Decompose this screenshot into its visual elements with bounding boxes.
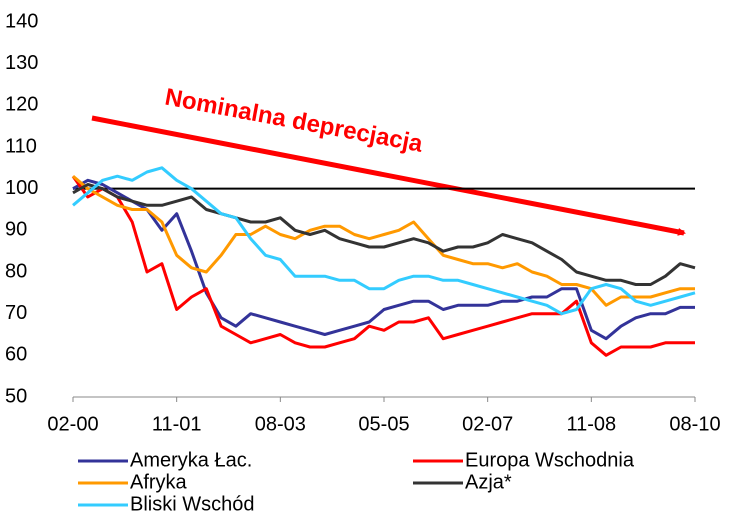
y-tick-label: 50 bbox=[5, 385, 27, 407]
y-tick-label: 110 bbox=[5, 135, 37, 157]
y-tick-label: 90 bbox=[5, 219, 27, 241]
series-line bbox=[72, 166, 696, 316]
legend-label: Azja* bbox=[465, 471, 512, 493]
y-tick-label: 120 bbox=[5, 94, 38, 116]
x-tick-label: 11-08 bbox=[566, 413, 616, 435]
series-line bbox=[71, 175, 695, 357]
y-tick-label: 130 bbox=[5, 52, 38, 74]
legend-label: Ameryka Łac. bbox=[130, 449, 252, 471]
x-tick-label: 08-10 bbox=[669, 413, 720, 435]
x-tick-label: 08-03 bbox=[255, 413, 306, 435]
x-tick-label: 05-05 bbox=[358, 413, 409, 435]
trend-arrow bbox=[91, 115, 686, 236]
legend-label: Europa Wschodnia bbox=[465, 449, 635, 471]
y-tick-label: 80 bbox=[5, 260, 27, 282]
legend-label: Afryka bbox=[130, 471, 188, 493]
y-tick-label: 140 bbox=[5, 10, 38, 32]
legend-label: Bliski Wschód bbox=[130, 493, 254, 515]
y-tick-label: 100 bbox=[5, 177, 38, 199]
x-tick-label: 02-07 bbox=[462, 413, 513, 435]
x-tick-label: 11-01 bbox=[152, 413, 202, 435]
series-line bbox=[72, 183, 696, 286]
x-tick-label: 02-00 bbox=[47, 413, 98, 435]
y-tick-label: 60 bbox=[5, 344, 27, 366]
annotation: Nominalna deprecjacja bbox=[163, 84, 426, 158]
series-line bbox=[72, 178, 695, 341]
y-tick-label: 70 bbox=[5, 302, 27, 324]
